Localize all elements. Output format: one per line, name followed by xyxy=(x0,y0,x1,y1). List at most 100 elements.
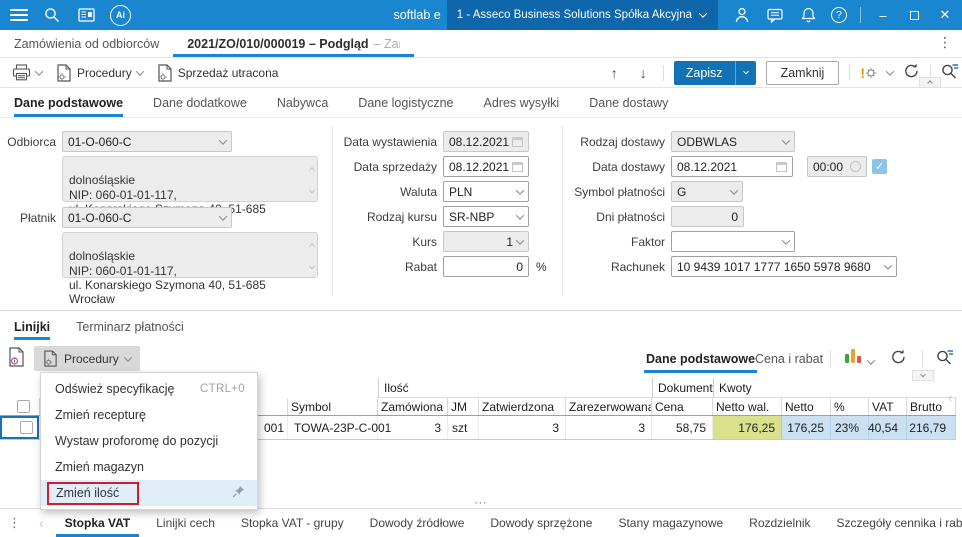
tab-stopka-vat[interactable]: Stopka VAT xyxy=(52,509,144,537)
tab-linijki[interactable]: Linijki xyxy=(14,311,51,342)
platnik-select[interactable]: 01-O-060-C xyxy=(62,207,232,228)
tab-dowody-sprzezone[interactable]: Dowody sprzężone xyxy=(490,516,593,530)
lines-refresh-icon[interactable] xyxy=(890,349,907,368)
col-vat-percent[interactable]: % xyxy=(831,398,869,415)
col-cena[interactable]: Cena xyxy=(652,398,713,415)
tabs-kebab-menu-icon[interactable]: ⋮ xyxy=(938,34,952,50)
document-info-icon[interactable] xyxy=(8,347,25,370)
menu-item-zmien-ilosc[interactable]: Zmień ilość xyxy=(41,480,257,506)
company-selector[interactable]: 1 - Asseco Business Solutions Spółka Akc… xyxy=(446,0,718,30)
pin-icon[interactable] xyxy=(232,485,245,501)
chart-icon[interactable] xyxy=(845,349,861,366)
menu-item-odswiez-specyfikacje[interactable]: Odśwież specyfikację CTRL+0 xyxy=(55,382,245,396)
data-dostawy-checkbox[interactable]: ✓ xyxy=(872,159,887,174)
menu-item-zmien-recepture[interactable]: Zmień recepturę xyxy=(55,408,147,422)
ai-badge-icon[interactable]: Ai xyxy=(110,4,131,26)
scroll-down-icon[interactable] xyxy=(309,183,315,197)
tab-dane-podstawowe[interactable]: Dane podstawowe xyxy=(14,88,124,117)
warning-settings-icon[interactable]: ! xyxy=(860,66,877,80)
select-all-checkbox[interactable] xyxy=(17,400,30,413)
minimize-button[interactable]: – xyxy=(879,7,887,23)
refresh-icon[interactable] xyxy=(903,63,920,82)
cell-symbol: TOWA-23P-C-001 xyxy=(288,416,391,439)
tab-dane-logistyczne[interactable]: Dane logistyczne xyxy=(358,95,454,110)
collapse-header-button[interactable] xyxy=(919,77,941,88)
col-netto[interactable]: Netto xyxy=(782,398,831,415)
row-checkbox[interactable] xyxy=(20,421,33,434)
view-tab-dane-podstawowe[interactable]: Dane podstawowe xyxy=(643,345,758,373)
kurs-field[interactable]: 1 xyxy=(443,231,529,252)
chevron-down-icon[interactable] xyxy=(866,354,876,368)
tab-rozdzielnik[interactable]: Rozdzielnik xyxy=(749,516,811,530)
move-down-icon[interactable]: ↓ xyxy=(639,64,647,81)
col-symbol[interactable]: Symbol xyxy=(288,398,378,415)
col-zamowiona[interactable]: Zamówiona xyxy=(378,398,448,415)
move-up-icon[interactable]: ↑ xyxy=(610,64,618,81)
dni-platnosci-field[interactable]: 0 xyxy=(671,206,744,227)
tab-stany-magazynowe[interactable]: Stany magazynowe xyxy=(618,516,724,530)
tab-terminarz-platnosci[interactable]: Terminarz płatności xyxy=(76,319,184,334)
lines-procedury-button[interactable]: Procedury xyxy=(34,346,140,371)
splitter-handle[interactable]: ⋯ xyxy=(474,495,488,510)
search-icon[interactable] xyxy=(42,5,62,25)
tab-adres-wysylki[interactable]: Adres wysyłki xyxy=(483,95,560,110)
symbol-platnosci-select[interactable]: G xyxy=(671,181,743,202)
chevron-down-icon[interactable] xyxy=(885,66,895,76)
tab-stopka-vat-grupy[interactable]: Stopka VAT - grupy xyxy=(240,516,344,530)
rachunek-select[interactable]: 10 9439 1017 1777 1650 5978 9680 xyxy=(671,256,897,277)
tab-nabywca[interactable]: Nabywca xyxy=(276,95,329,110)
rabat-field[interactable]: 0 xyxy=(443,256,529,277)
zapisz-dropdown[interactable] xyxy=(736,68,756,75)
rodzaj-kursu-select[interactable]: SR-NBP xyxy=(443,206,529,227)
faktor-select[interactable] xyxy=(671,231,795,252)
col-zatwierdzona[interactable]: Zatwierdzona xyxy=(479,398,566,415)
rodzaj-dostawy-select[interactable]: ODBWLAS xyxy=(671,131,795,152)
platnik-details[interactable]: dolnośląskie NIP: 060-01-01-117, ul. Kon… xyxy=(62,232,318,306)
zamknij-button[interactable]: Zamknij xyxy=(765,60,840,85)
news-icon[interactable] xyxy=(76,5,96,25)
odbiorca-details[interactable]: dolnośląskie NIP: 060-01-01-117, ul. Kon… xyxy=(62,156,318,230)
user-icon[interactable] xyxy=(732,5,752,25)
chat-icon[interactable] xyxy=(765,5,785,25)
lines-search-filter-icon[interactable] xyxy=(936,349,953,368)
col-brutto[interactable]: Brutto xyxy=(907,398,956,415)
tab-document-active[interactable]: 2021/ZO/010/000019 – Podgląd – Zam xyxy=(173,30,414,57)
odbiorca-select[interactable]: 01-O-060-C xyxy=(62,131,232,152)
bottom-kebab-menu-icon[interactable]: ⋮ xyxy=(8,515,21,530)
collapse-lines-button[interactable] xyxy=(912,370,934,381)
menu-item-wystaw-proforme[interactable]: Wystaw proforomę do pozycji xyxy=(55,434,219,448)
waluta-select[interactable]: PLN xyxy=(443,181,529,202)
print-button[interactable] xyxy=(8,61,46,84)
close-button[interactable]: ✕ xyxy=(939,7,951,22)
search-filter-icon[interactable] xyxy=(941,63,958,82)
tab-dane-dodatkowe[interactable]: Dane dodatkowe xyxy=(153,95,247,110)
view-tab-cena-i-rabat[interactable]: Cena i rabat xyxy=(755,352,824,366)
maximize-button[interactable] xyxy=(905,8,923,23)
tab-szczegoly-cennika[interactable]: Szczegóły cennika i rabatu xyxy=(836,516,962,530)
zapisz-button[interactable]: Zapisz xyxy=(673,60,756,85)
data-dostawy-field[interactable]: 08.12.2021 xyxy=(671,156,793,177)
tab-dowody-zrodlowe[interactable]: Dowody źródłowe xyxy=(369,516,465,530)
bottom-scroll-left-icon[interactable]: ‹ xyxy=(39,515,44,531)
data-sprzedazy-field[interactable]: 08.12.2021 xyxy=(443,156,529,177)
sprzedaz-utracona-button[interactable]: Sprzedaż utracona xyxy=(153,61,283,85)
procedury-dropdown-button[interactable]: Procedury xyxy=(52,61,147,85)
data-wystawienia-field[interactable]: 08.12.2021 xyxy=(443,131,529,152)
col-jm[interactable]: JM xyxy=(448,398,479,415)
hamburger-menu-icon[interactable] xyxy=(10,9,28,21)
tab-zamowienia-od-odbiorcow[interactable]: Zamówienia od odbiorców xyxy=(14,36,160,51)
col-netto-wal[interactable]: Netto wal. xyxy=(713,398,782,415)
scroll-up-icon[interactable] xyxy=(309,237,315,251)
scroll-up-icon[interactable] xyxy=(309,161,315,175)
menu-item-zmien-magazyn[interactable]: Zmień magazyn xyxy=(55,460,144,474)
table-scroll-left-icon[interactable]: ‹ xyxy=(948,390,953,405)
tab-dane-dostawy[interactable]: Dane dostawy xyxy=(589,95,669,110)
help-icon[interactable]: ? xyxy=(831,7,847,23)
col-zarezerwowana[interactable]: Zarezerwowana xyxy=(566,398,652,415)
tab-linijki-cech[interactable]: Linijki cech xyxy=(156,516,215,530)
data-dostawy-time-field[interactable]: 00:00 xyxy=(807,156,867,177)
bell-icon[interactable] xyxy=(798,5,818,25)
table-row[interactable]: 001 TOWA-23P-C-001 3 szt 3 3 58,75 176,2… xyxy=(0,416,956,440)
scroll-down-icon[interactable] xyxy=(309,259,315,273)
col-vat[interactable]: VAT xyxy=(869,398,907,415)
